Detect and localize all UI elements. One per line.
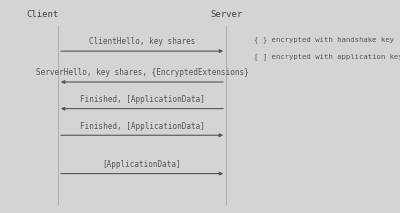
Text: [ ] encrypted with application key: [ ] encrypted with application key (254, 53, 400, 60)
Text: [ApplicationData]: [ApplicationData] (103, 160, 181, 169)
Text: Client: Client (26, 10, 58, 19)
Text: { } encrypted with handshake key: { } encrypted with handshake key (254, 36, 394, 43)
Text: ClientHello, key shares: ClientHello, key shares (89, 37, 195, 46)
Text: Finished, [ApplicationData]: Finished, [ApplicationData] (80, 122, 204, 131)
Text: Finished, [ApplicationData]: Finished, [ApplicationData] (80, 95, 204, 104)
Text: ServerHello, key shares, {EncryptedExtensions}: ServerHello, key shares, {EncryptedExten… (36, 68, 248, 77)
Text: Server: Server (210, 10, 242, 19)
